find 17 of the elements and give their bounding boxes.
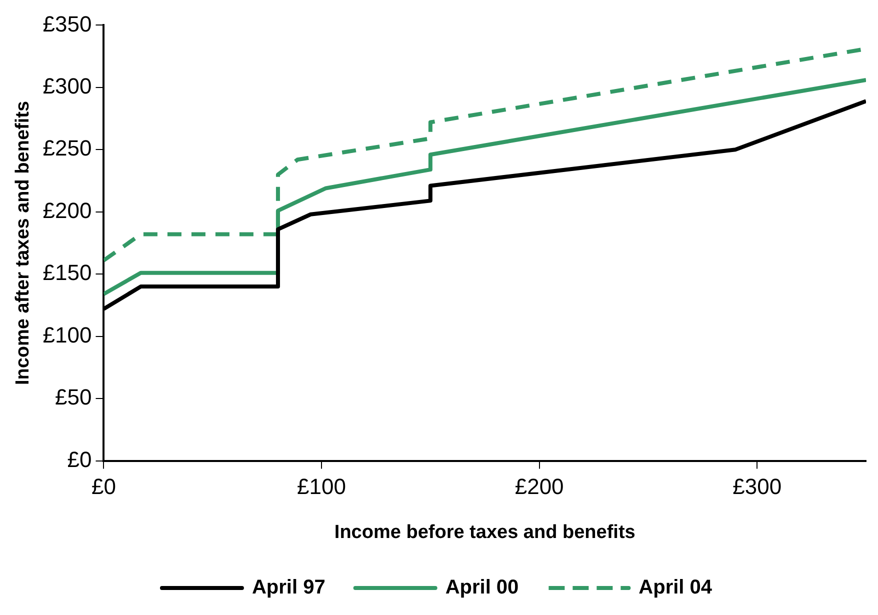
- x-tick-label: £300: [732, 474, 782, 500]
- y-tick-label: £350: [42, 11, 92, 36]
- legend-label: April 04: [638, 576, 713, 599]
- x-tick-label: £0: [92, 474, 116, 500]
- y-tick-label: £150: [42, 260, 92, 286]
- y-tick-label: £100: [42, 322, 92, 348]
- x-tick-label: £100: [297, 474, 346, 500]
- x-axis-title: Income before taxes and benefits: [334, 522, 636, 543]
- legend-label: April 97: [252, 576, 326, 599]
- legend-label: April 00: [445, 576, 519, 599]
- y-axis-title: Income after taxes and benefits: [12, 100, 34, 386]
- y-tick-label: £250: [42, 136, 92, 161]
- y-tick-label: £0: [67, 446, 92, 472]
- y-tick-label: £200: [42, 198, 92, 223]
- x-tick-label: £200: [514, 474, 564, 500]
- y-tick-label: £300: [42, 73, 92, 98]
- y-tick-label: £50: [55, 384, 92, 410]
